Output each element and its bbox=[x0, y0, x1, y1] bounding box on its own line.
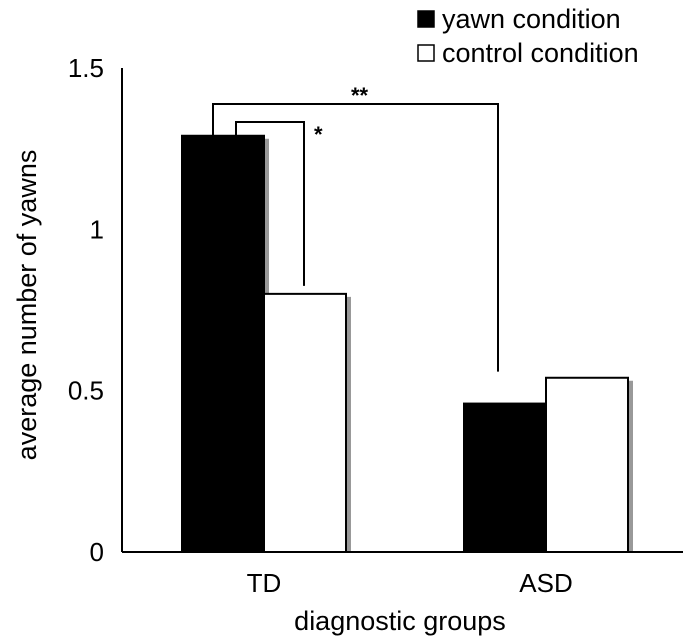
legend-label: control condition bbox=[442, 38, 639, 68]
legend-label: yawn condition bbox=[442, 4, 621, 34]
bracket-td-vs-asd-yawn bbox=[212, 103, 499, 372]
y-tick-label: 0 bbox=[90, 537, 104, 567]
significance-label: ** bbox=[351, 83, 369, 108]
y-tick-label: 1 bbox=[90, 214, 104, 244]
bar-asd-series-2 bbox=[545, 376, 629, 554]
axes: 0 0.5 1 1.5 TD ASD bbox=[68, 53, 683, 598]
x-tick-label: ASD bbox=[519, 568, 572, 598]
y-axis-title: average number of yawns bbox=[12, 150, 42, 461]
y-tick-label: 1.5 bbox=[68, 53, 104, 83]
x-axis-title: diagnostic groups bbox=[294, 606, 506, 636]
legend-swatch-2 bbox=[417, 44, 435, 62]
bracket-td-yawn-vs-control bbox=[235, 121, 305, 286]
x-tick-label: TD bbox=[247, 568, 282, 598]
significance-label: * bbox=[314, 122, 323, 147]
bars bbox=[181, 134, 633, 554]
bar-td-series-2 bbox=[263, 292, 347, 553]
legend-swatch-1 bbox=[417, 10, 435, 28]
bar-td-series-1 bbox=[181, 134, 265, 553]
bar-asd-series-1 bbox=[463, 402, 547, 553]
y-tick-label: 0.5 bbox=[68, 376, 104, 406]
significance-brackets: *** bbox=[212, 83, 499, 372]
legend: yawn condition control condition bbox=[417, 4, 639, 68]
